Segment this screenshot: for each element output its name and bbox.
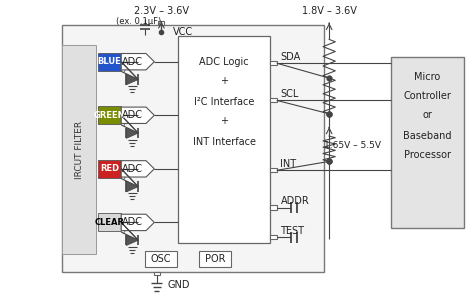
Text: Controller: Controller xyxy=(403,91,451,101)
Bar xyxy=(158,21,164,25)
Polygon shape xyxy=(121,161,155,177)
Bar xyxy=(154,271,160,275)
Text: SCL: SCL xyxy=(281,89,299,99)
Polygon shape xyxy=(121,107,155,123)
Text: Processor: Processor xyxy=(404,150,451,161)
Text: 2.3V – 3.6V: 2.3V – 3.6V xyxy=(134,6,189,16)
Bar xyxy=(270,205,277,210)
Polygon shape xyxy=(121,214,155,231)
Text: I²C Interface: I²C Interface xyxy=(194,97,254,107)
Text: ADC: ADC xyxy=(122,217,143,228)
Bar xyxy=(270,235,277,239)
Text: IRCUT FILTER: IRCUT FILTER xyxy=(74,120,83,179)
Text: ADC: ADC xyxy=(122,57,143,67)
Polygon shape xyxy=(127,74,138,85)
Text: CLEAR: CLEAR xyxy=(94,218,124,227)
Text: (ex. 0.1μF): (ex. 0.1μF) xyxy=(117,17,162,26)
Bar xyxy=(270,98,277,103)
Bar xyxy=(391,57,464,228)
Text: Baseband: Baseband xyxy=(403,131,451,141)
Text: 1.8V – 3.6V: 1.8V – 3.6V xyxy=(302,6,356,16)
Text: +: + xyxy=(220,116,228,126)
Text: SDA: SDA xyxy=(281,52,301,62)
Bar xyxy=(98,106,121,124)
Text: GREEN: GREEN xyxy=(93,111,125,120)
Text: ADC: ADC xyxy=(122,164,143,174)
Bar xyxy=(178,36,270,243)
Polygon shape xyxy=(127,181,138,192)
Text: ADDR: ADDR xyxy=(281,196,309,206)
Bar xyxy=(62,45,96,254)
Bar xyxy=(62,25,324,271)
Text: ADC: ADC xyxy=(122,110,143,120)
Bar xyxy=(270,61,277,65)
Text: ADC Logic: ADC Logic xyxy=(199,57,249,67)
Bar xyxy=(98,160,121,178)
Text: GND: GND xyxy=(167,280,190,290)
Text: or: or xyxy=(422,110,432,120)
Polygon shape xyxy=(127,235,138,245)
Bar xyxy=(199,251,231,267)
Text: INT: INT xyxy=(281,159,297,169)
Text: VCC: VCC xyxy=(173,27,193,37)
Polygon shape xyxy=(127,128,138,138)
Polygon shape xyxy=(121,54,155,70)
Bar xyxy=(98,213,121,231)
Text: Micro: Micro xyxy=(414,71,440,82)
Text: INT Interface: INT Interface xyxy=(192,137,255,147)
Text: RED: RED xyxy=(100,164,119,173)
Bar xyxy=(98,53,121,71)
Text: BLUE: BLUE xyxy=(98,57,121,66)
Text: +: + xyxy=(220,76,228,86)
Bar xyxy=(270,168,277,173)
Text: TEST: TEST xyxy=(281,226,304,236)
Text: POR: POR xyxy=(205,254,226,264)
Text: OSC: OSC xyxy=(151,254,171,264)
Bar xyxy=(145,251,177,267)
Text: 1.65V – 5.5V: 1.65V – 5.5V xyxy=(324,141,382,150)
